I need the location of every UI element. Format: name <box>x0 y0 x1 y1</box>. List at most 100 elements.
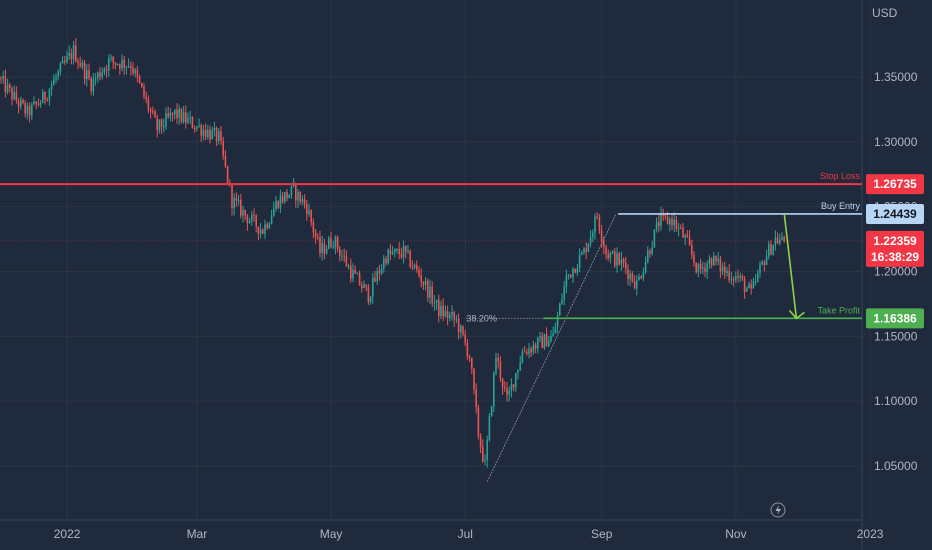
candle-body <box>528 348 530 354</box>
candle-body <box>314 232 317 238</box>
candle-body <box>299 191 301 202</box>
candle-body <box>154 111 156 118</box>
candle-body <box>416 265 418 270</box>
candle-body <box>13 91 15 100</box>
candle-body <box>297 191 299 201</box>
x-tick-label: Mar <box>187 527 208 541</box>
candle-body <box>380 268 383 274</box>
candle-body <box>735 276 737 281</box>
candle-body <box>627 269 629 279</box>
candle-body <box>460 325 462 333</box>
candle-body <box>574 268 576 273</box>
candle-body <box>457 318 460 333</box>
candle-body <box>20 99 22 107</box>
candle-body <box>94 78 97 80</box>
candle-body <box>240 199 242 216</box>
candle-body <box>402 245 405 257</box>
candle-body <box>149 109 152 112</box>
candle-body <box>156 117 158 131</box>
svg-text:16:38:29: 16:38:29 <box>871 250 919 264</box>
candle-body <box>651 247 653 254</box>
svg-text:1.22359: 1.22359 <box>873 234 917 248</box>
candle-body <box>585 248 587 253</box>
candle-body <box>554 327 557 334</box>
candle-body <box>466 342 469 357</box>
candle-body <box>171 112 174 115</box>
candle-body <box>4 76 7 92</box>
candle-body <box>2 76 4 79</box>
candle-body <box>178 108 180 118</box>
lightning-icon[interactable] <box>770 502 786 518</box>
candle-body <box>622 259 625 263</box>
candle-body <box>515 373 517 388</box>
candle-body <box>264 224 266 234</box>
candle-body <box>361 285 363 289</box>
candle-body <box>638 276 640 281</box>
candle-body <box>717 258 719 262</box>
candle-body <box>655 222 658 230</box>
time-axis[interactable]: 2022MarMayJulSepNov2023MarMay <box>54 527 932 541</box>
candle-body <box>125 66 128 68</box>
candle-body <box>684 235 686 238</box>
candle-body <box>132 67 134 74</box>
candle-body <box>433 302 436 304</box>
candle-body <box>629 273 631 279</box>
candle-body <box>176 109 178 118</box>
candle-body <box>653 229 656 248</box>
candle-body <box>323 243 326 254</box>
candle-body <box>642 271 645 279</box>
candle-body <box>482 446 484 462</box>
candle-body <box>108 58 110 71</box>
candle-body <box>504 387 506 389</box>
fib-trendline[interactable] <box>486 213 617 482</box>
candle-body <box>387 250 389 264</box>
candle-body <box>44 92 46 100</box>
candle-body <box>644 262 647 272</box>
candle-body <box>339 249 341 256</box>
candle-body <box>620 259 623 265</box>
candle-body <box>37 103 40 105</box>
candle-body <box>616 253 618 266</box>
candle-body <box>578 254 581 269</box>
candle-body <box>134 69 136 74</box>
candle-body <box>772 244 774 255</box>
candle-body <box>739 276 741 278</box>
candle-body <box>68 52 70 57</box>
candle-body <box>130 66 132 68</box>
candle-body <box>81 62 84 67</box>
candle-body <box>726 271 728 273</box>
candle-body <box>438 299 440 317</box>
candle-body <box>202 129 205 136</box>
candle-body <box>737 276 739 278</box>
candle-body <box>605 246 607 254</box>
candle-body <box>152 111 154 113</box>
x-tick-label: 2023 <box>857 527 884 541</box>
candle-body <box>427 280 429 298</box>
candle-body <box>374 277 376 282</box>
candle-body <box>462 325 464 335</box>
candle-body <box>583 248 585 253</box>
candle-body <box>776 237 779 244</box>
candle-body <box>213 127 216 131</box>
candle-body <box>9 84 11 88</box>
candle-body <box>495 357 497 374</box>
candle-body <box>673 219 675 226</box>
candle-body <box>319 237 321 254</box>
candle-body <box>341 255 343 257</box>
candle-body <box>308 210 310 214</box>
candle-body <box>182 112 185 122</box>
candle-body <box>114 62 117 65</box>
price-axis[interactable]: 1.350001.300001.250001.200001.150001.100… <box>866 70 924 473</box>
candle-body <box>431 286 433 304</box>
candle-body <box>732 279 735 281</box>
candle-body <box>345 256 348 267</box>
candle-body <box>512 384 515 388</box>
projection-arrow[interactable] <box>783 213 798 319</box>
candle-body <box>204 129 207 137</box>
candle-body <box>666 216 669 225</box>
candle-body <box>116 64 119 66</box>
candle-body <box>636 280 638 289</box>
candle-body <box>576 268 579 273</box>
